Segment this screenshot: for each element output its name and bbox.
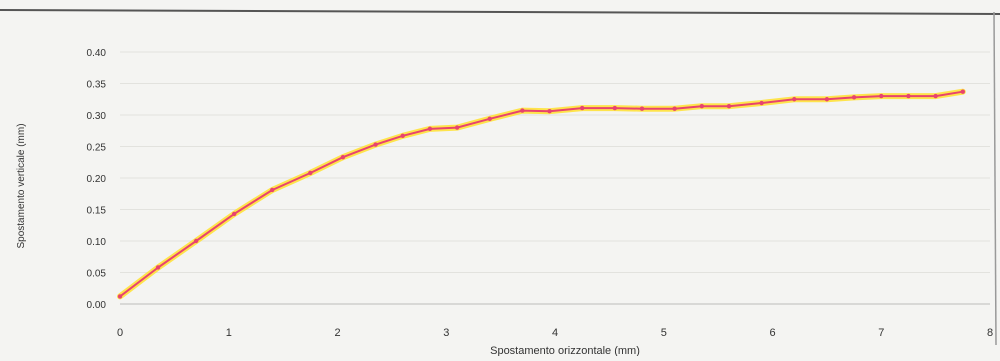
x-tick-label: 2 [334, 327, 340, 339]
data-point [824, 97, 830, 102]
y-tick-label: 0.20 [87, 174, 107, 185]
y-tick-label: 0.40 [87, 48, 107, 59]
x-tick-labels: 0 1 2 3 4 5 6 7 8 [117, 327, 993, 339]
data-point [759, 100, 764, 106]
data-point [547, 109, 552, 114]
right-edge-line [993, 11, 997, 346]
x-tick-label: 3 [443, 327, 449, 339]
data-point [400, 133, 405, 138]
data-point [672, 106, 677, 111]
y-tick-label: 0.10 [87, 237, 107, 248]
y-axis-label: Spostamento verticale (mm) [16, 123, 27, 248]
y-tick-labels: 0.00 0.05 0.10 0.15 0.20 0.25 0.30 0.35 0.40 [87, 48, 107, 311]
data-point [699, 103, 705, 109]
y-tick-label: 0.05 [87, 269, 107, 280]
data-point [933, 93, 938, 99]
data-point [487, 116, 492, 121]
x-tick-label: 6 [769, 327, 775, 339]
data-point [270, 187, 275, 193]
data-point [579, 105, 585, 111]
data-point [960, 89, 966, 94]
x-tick-label: 8 [987, 327, 993, 339]
data-point [193, 238, 199, 244]
data-point [879, 93, 884, 99]
y-tick-label: 0.00 [87, 300, 107, 311]
data-point [427, 126, 433, 132]
data-point [308, 170, 313, 176]
data-point [231, 211, 237, 217]
y-tick-label: 0.30 [87, 111, 107, 122]
x-tick-label: 1 [226, 327, 232, 339]
y-tick-label: 0.25 [87, 143, 107, 154]
grid-layer [120, 51, 990, 305]
x-tick-label: 4 [552, 327, 558, 339]
data-point [340, 155, 346, 160]
data-point [906, 93, 911, 99]
data-point [612, 105, 618, 111]
data-point [639, 106, 645, 111]
x-axis-label: Spostamento orizzontale (mm) [490, 345, 640, 356]
x-tick-label: 7 [878, 327, 884, 339]
x-tick-label: 5 [661, 327, 667, 339]
x-tick-label: 0 [117, 327, 123, 339]
data-point [155, 265, 161, 270]
data-point [373, 142, 378, 147]
series-line [119, 90, 964, 298]
series-layer [117, 88, 966, 300]
y-tick-label: 0.35 [87, 80, 107, 91]
top-edge-line [0, 9, 1000, 15]
data-point [454, 125, 460, 130]
data-point [520, 108, 525, 113]
data-point [851, 95, 857, 100]
data-point [726, 103, 732, 109]
data-point [792, 97, 797, 102]
y-tick-label: 0.15 [87, 206, 107, 217]
data-point [117, 294, 123, 299]
series-line-glow [117, 88, 966, 300]
